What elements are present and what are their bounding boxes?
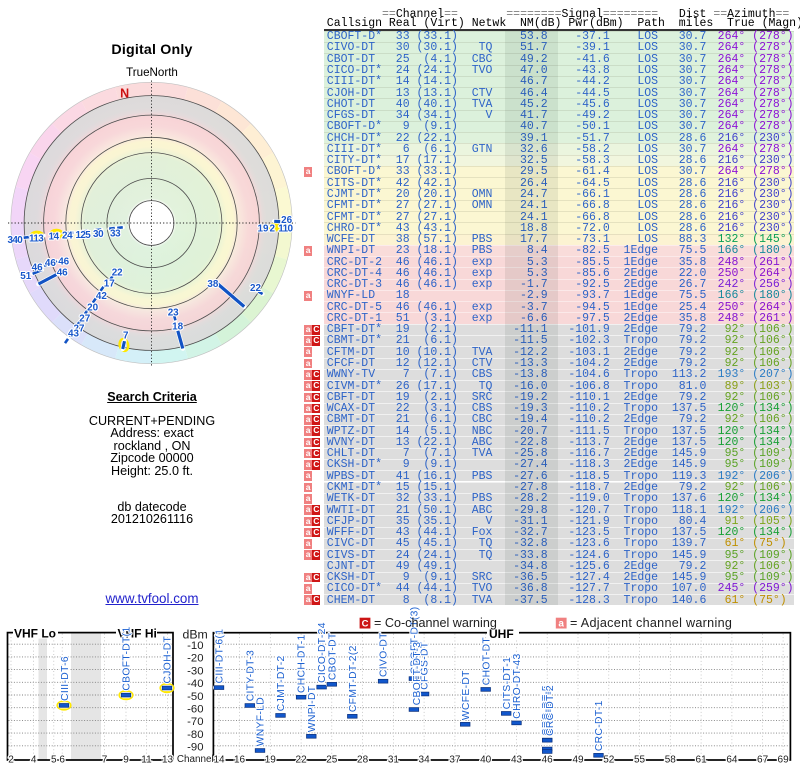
svg-text:-30: -30	[187, 665, 203, 677]
svg-text:43: 43	[68, 329, 79, 340]
svg-text:2: 2	[8, 754, 14, 765]
svg-text:22: 22	[112, 267, 123, 278]
svg-text:-70: -70	[187, 716, 203, 728]
svg-text:-80: -80	[187, 729, 203, 741]
svg-text:WNPI-DT: WNPI-DT	[307, 685, 318, 732]
svg-text:11: 11	[141, 754, 152, 765]
svg-text:CIII-DT-6: CIII-DT-6	[60, 656, 71, 701]
svg-text:CRC-DT-2: CRC-DT-2	[545, 685, 556, 736]
svg-text:dBm: dBm	[183, 628, 208, 642]
svg-text:WNYF-LD: WNYF-LD	[256, 697, 267, 746]
svg-text:13: 13	[162, 754, 174, 765]
svg-text:C: C	[362, 619, 369, 630]
svg-text:7: 7	[102, 754, 108, 765]
svg-text:VHF Lo: VHF Lo	[14, 627, 56, 641]
svg-text:46: 46	[542, 754, 554, 765]
svg-text:24: 24	[62, 231, 73, 242]
svg-text:17: 17	[104, 279, 115, 290]
svg-text:CBOFT-DT(3): CBOFT-DT(3)	[410, 606, 421, 674]
svg-text:34: 34	[419, 754, 431, 765]
svg-text:28: 28	[357, 754, 369, 765]
svg-text:31: 31	[388, 754, 400, 765]
svg-text:64: 64	[726, 754, 738, 765]
svg-text:20: 20	[87, 302, 98, 313]
svg-text:-50: -50	[187, 691, 203, 703]
svg-text:CHRO-DT-43: CHRO-DT-43	[512, 653, 523, 718]
svg-text:-40: -40	[187, 678, 203, 690]
svg-text:-20: -20	[187, 653, 203, 665]
svg-text:40: 40	[480, 754, 492, 765]
svg-text:49: 49	[572, 754, 584, 765]
svg-text:110: 110	[278, 224, 293, 235]
svg-text:6: 6	[59, 754, 65, 765]
svg-text:46: 46	[45, 258, 56, 269]
svg-text:46: 46	[57, 268, 68, 279]
svg-text:22: 22	[250, 283, 261, 294]
svg-text:5: 5	[51, 754, 57, 765]
svg-text:a: a	[558, 619, 564, 630]
svg-text:51: 51	[20, 271, 31, 282]
svg-text:25: 25	[326, 754, 338, 765]
svg-text:18: 18	[172, 322, 183, 333]
svg-text:WCFE-DT: WCFE-DT	[461, 670, 472, 720]
svg-text:N: N	[120, 87, 129, 101]
svg-text:46: 46	[58, 257, 69, 268]
svg-text:VHF Hi: VHF Hi	[118, 627, 157, 641]
svg-text:16: 16	[234, 754, 246, 765]
svg-text:55: 55	[634, 754, 646, 765]
svg-text:23: 23	[168, 308, 179, 319]
svg-text:125: 125	[76, 230, 92, 241]
svg-text:22: 22	[296, 754, 308, 765]
svg-text:Channel: Channel	[177, 754, 214, 765]
svg-text:52: 52	[603, 754, 615, 765]
svg-text:-90: -90	[187, 742, 203, 754]
svg-text:19: 19	[258, 224, 269, 235]
svg-text:CJOH-DT: CJOH-DT	[163, 636, 174, 684]
svg-text:UHF: UHF	[489, 627, 514, 641]
svg-text:30: 30	[93, 229, 104, 240]
svg-text:38: 38	[207, 279, 218, 290]
svg-text:-60: -60	[187, 704, 203, 716]
svg-text:-10: -10	[187, 640, 203, 652]
svg-text:9: 9	[123, 754, 129, 765]
svg-text:CRC-DT-1: CRC-DT-1	[594, 700, 605, 751]
svg-text:4: 4	[31, 754, 37, 765]
svg-text:CRC-DT-4: CRC-DT-4	[543, 685, 554, 736]
svg-text:33: 33	[110, 229, 121, 240]
svg-text:CHCH-DT-1: CHCH-DT-1	[297, 634, 308, 693]
svg-text:67: 67	[757, 754, 769, 765]
svg-text:CRC-DT-5: CRC-DT-5	[541, 685, 552, 736]
svg-text:27: 27	[74, 324, 85, 335]
svg-text:CJMT-DT-2: CJMT-DT-2	[276, 655, 287, 711]
svg-text:CIII-DT-6(1: CIII-DT-6(1	[215, 629, 226, 684]
svg-text:14: 14	[49, 232, 60, 243]
svg-text:26: 26	[281, 215, 292, 226]
svg-text:2: 2	[270, 224, 276, 235]
svg-text:7: 7	[123, 330, 129, 341]
svg-text:CHOT-DT: CHOT-DT	[481, 637, 492, 686]
svg-text:CITY-DT-3: CITY-DT-3	[245, 650, 256, 701]
svg-text:= Co-channel warning: = Co-channel warning	[374, 616, 497, 630]
svg-text:37: 37	[449, 754, 461, 765]
svg-text:43: 43	[511, 754, 523, 765]
svg-text:CFGS-DT: CFGS-DT	[420, 641, 431, 690]
svg-text:42: 42	[96, 291, 107, 302]
svg-text:CBOFT-DT(1: CBOFT-DT(1	[122, 626, 133, 690]
svg-text:CICO-DT-24: CICO-DT-24	[317, 622, 328, 683]
svg-text:19: 19	[265, 754, 277, 765]
svg-text:69: 69	[778, 754, 790, 765]
svg-text:46: 46	[32, 263, 43, 274]
svg-text:61: 61	[696, 754, 708, 765]
svg-text:CBOFT-DT-3: CBOFT-DT-3	[412, 642, 423, 706]
svg-text:CFMT-DT-2(2: CFMT-DT-2(2	[348, 645, 359, 712]
svg-text:CIVO-DT: CIVO-DT	[379, 632, 390, 677]
svg-text:340: 340	[8, 235, 24, 246]
svg-text:= Adjacent channel warning: = Adjacent channel warning	[570, 616, 732, 630]
svg-text:58: 58	[665, 754, 677, 765]
svg-text:14: 14	[213, 754, 225, 765]
svg-text:113: 113	[29, 233, 44, 244]
svg-text:CITS-DT-1: CITS-DT-1	[502, 657, 513, 709]
svg-text:27: 27	[79, 314, 90, 325]
svg-text:CBOT-DT: CBOT-DT	[327, 632, 338, 680]
